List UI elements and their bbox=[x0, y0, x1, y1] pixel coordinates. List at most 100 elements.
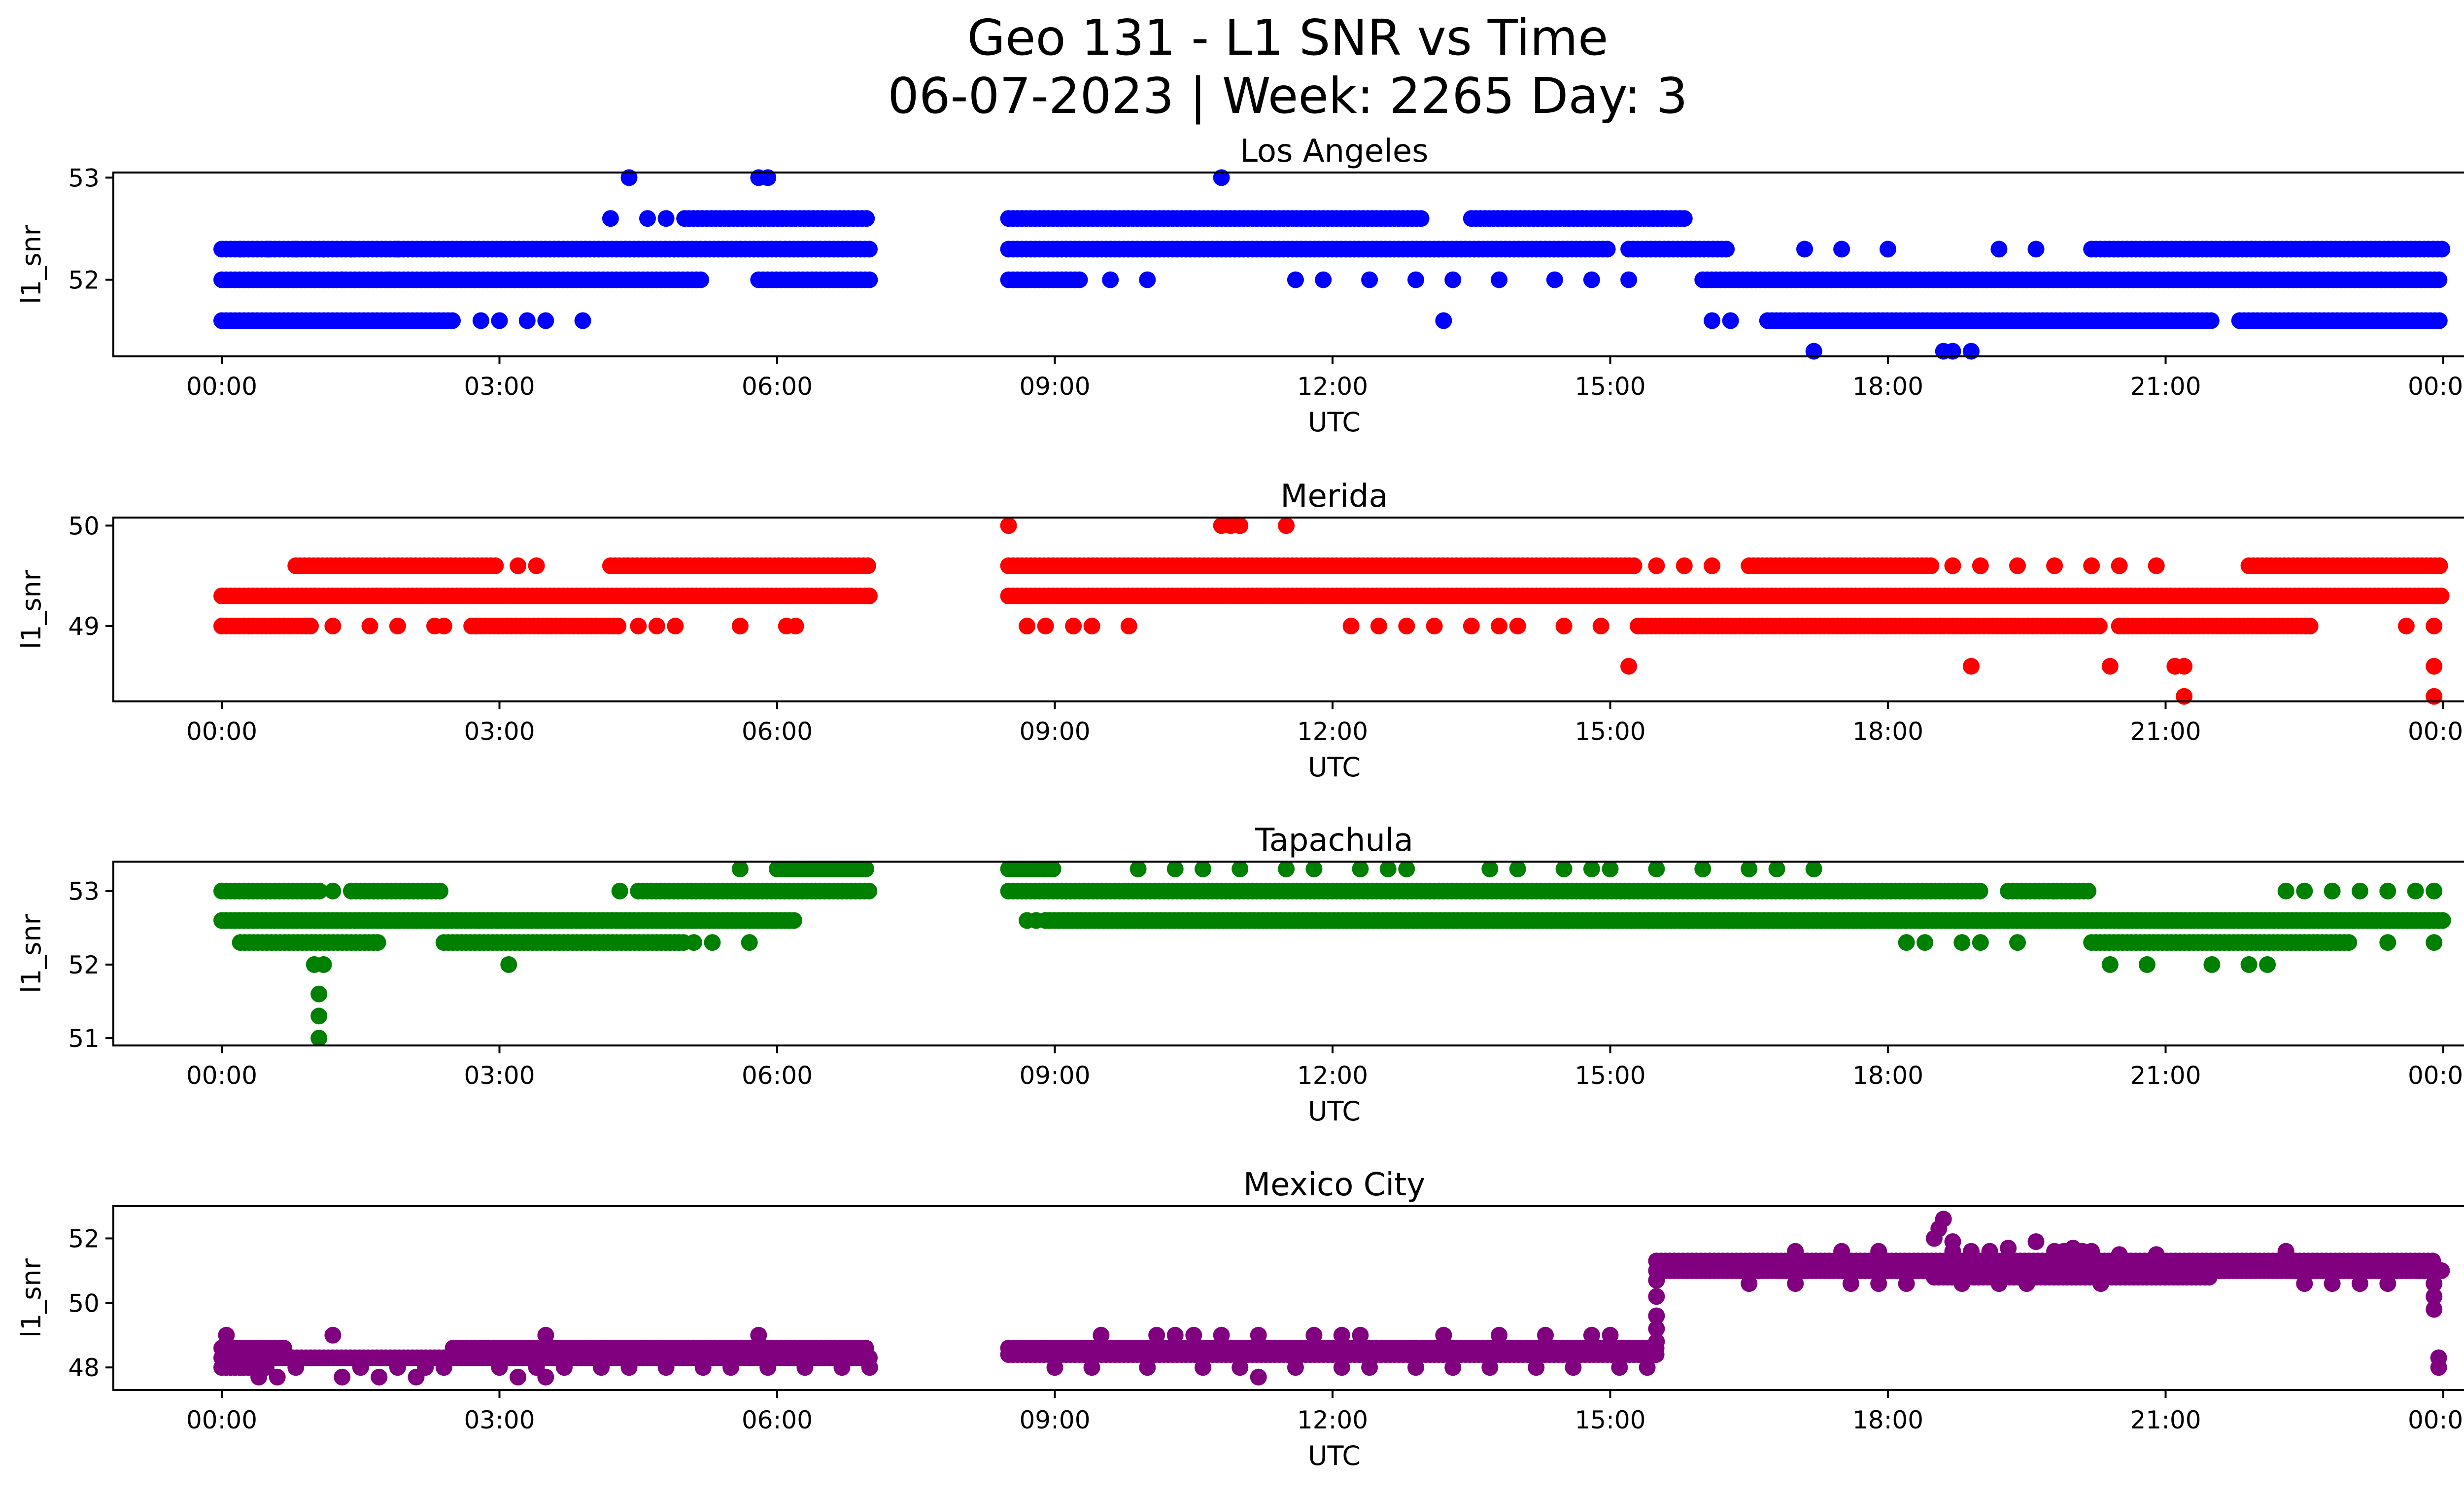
data-point bbox=[1213, 1326, 1230, 1344]
data-point bbox=[2176, 658, 2193, 675]
y-axis-label: l1_snr bbox=[16, 569, 47, 649]
data-point bbox=[2277, 1243, 2294, 1260]
data-point bbox=[1546, 271, 1563, 288]
data-point bbox=[2240, 956, 2258, 973]
data-point bbox=[2009, 557, 2026, 574]
data-point bbox=[324, 1326, 342, 1344]
data-point bbox=[1278, 517, 1295, 534]
data-point bbox=[1065, 618, 1082, 635]
data-point bbox=[1361, 271, 1378, 288]
data-point bbox=[1676, 210, 1693, 227]
data-point bbox=[1250, 1368, 1267, 1386]
data-point bbox=[602, 210, 619, 227]
data-point bbox=[610, 618, 627, 635]
data-point bbox=[1639, 1359, 1656, 1376]
data-point bbox=[1583, 860, 1600, 877]
data-point bbox=[1833, 241, 1850, 258]
data-point bbox=[1971, 882, 1988, 900]
data-point bbox=[2138, 956, 2156, 973]
y-tick-label: 51 bbox=[68, 1024, 100, 1053]
data-point bbox=[1704, 312, 1721, 329]
data-point bbox=[1898, 934, 1915, 951]
data-point bbox=[2426, 934, 2443, 951]
data-point bbox=[1195, 860, 1211, 877]
data-point bbox=[1602, 860, 1619, 877]
data-point bbox=[2432, 588, 2450, 604]
data-point bbox=[861, 271, 878, 288]
data-point bbox=[657, 210, 675, 227]
x-tick-label: 12:00 bbox=[1297, 1061, 1368, 1090]
data-point bbox=[2018, 1275, 2035, 1292]
subplot-title: Mexico City bbox=[1243, 1167, 1425, 1203]
data-point bbox=[796, 1359, 814, 1376]
data-point bbox=[1463, 618, 1480, 635]
data-point bbox=[334, 271, 351, 288]
x-tick-label: 09:00 bbox=[1019, 1406, 1090, 1434]
data-point bbox=[2000, 1240, 2017, 1257]
x-tick-label: 12:00 bbox=[1297, 717, 1368, 746]
data-point bbox=[1648, 1288, 1665, 1305]
data-point bbox=[1625, 557, 1643, 574]
x-tick-label: 00:00 bbox=[186, 372, 257, 401]
y-tick-label: 52 bbox=[68, 266, 100, 295]
x-tick-label: 21:00 bbox=[2130, 717, 2201, 746]
data-point bbox=[1787, 1243, 1804, 1260]
y-tick-label: 50 bbox=[68, 512, 100, 540]
data-point bbox=[1491, 618, 1508, 635]
data-point bbox=[1694, 860, 1711, 877]
data-point bbox=[389, 241, 406, 258]
y-tick-label: 49 bbox=[68, 612, 100, 641]
subplot-los-angeles: Los Angeles 00:00 03:00 06:00 09:00 12:00 15:0… bbox=[16, 133, 2464, 438]
data-point bbox=[1139, 1359, 1156, 1376]
data-point bbox=[1741, 1275, 1758, 1292]
data-point bbox=[2430, 312, 2448, 329]
x-tick-label: 00:00 bbox=[186, 1061, 257, 1090]
data-point bbox=[334, 1368, 351, 1386]
x-axis-label: UTC bbox=[1308, 1440, 1361, 1471]
data-point bbox=[685, 934, 702, 951]
y-tick-label: 50 bbox=[68, 1289, 100, 1318]
data-point bbox=[310, 1030, 328, 1047]
data-point bbox=[369, 934, 386, 951]
subplot-merida: Merida 00:00 03:00 06:00 09:00 12:00 15:00 18:0… bbox=[16, 478, 2464, 783]
data-point bbox=[315, 241, 332, 258]
subplot-title: Los Angeles bbox=[1240, 133, 1428, 170]
data-point bbox=[1565, 1359, 1582, 1376]
data-point bbox=[1305, 860, 1323, 877]
data-point bbox=[556, 1359, 573, 1376]
data-point bbox=[1037, 618, 1054, 635]
data-point bbox=[1555, 860, 1573, 877]
data-point bbox=[2101, 956, 2119, 973]
data-point bbox=[2027, 1233, 2045, 1250]
data-point bbox=[1166, 1326, 1184, 1344]
data-point bbox=[2324, 1275, 2341, 1292]
data-point bbox=[2351, 1275, 2368, 1292]
data-point bbox=[380, 271, 397, 288]
data-point bbox=[1602, 1326, 1619, 1344]
data-point bbox=[1509, 860, 1526, 877]
data-point bbox=[324, 882, 342, 900]
data-point bbox=[2351, 882, 2368, 900]
data-point bbox=[1185, 1326, 1202, 1344]
data-point bbox=[1963, 1243, 1980, 1260]
data-point bbox=[1370, 618, 1387, 635]
data-point bbox=[657, 1359, 675, 1376]
data-point bbox=[1412, 210, 1430, 227]
data-point bbox=[269, 1368, 286, 1386]
data-point bbox=[432, 882, 448, 900]
data-point bbox=[593, 1359, 610, 1376]
data-point bbox=[302, 618, 319, 635]
data-point bbox=[750, 1326, 767, 1344]
data-point bbox=[722, 1359, 740, 1376]
x-tick-label: 00:00 bbox=[2408, 1406, 2464, 1434]
x-axis-label: UTC bbox=[1308, 1096, 1361, 1127]
data-point bbox=[574, 312, 591, 329]
data-point bbox=[787, 618, 804, 635]
data-point bbox=[1648, 860, 1665, 877]
data-point bbox=[2379, 934, 2396, 951]
data-point bbox=[537, 312, 554, 329]
data-point bbox=[1611, 1359, 1628, 1376]
data-point bbox=[218, 1326, 235, 1344]
data-point bbox=[1305, 1326, 1323, 1344]
x-tick-label: 15:00 bbox=[1574, 372, 1645, 401]
